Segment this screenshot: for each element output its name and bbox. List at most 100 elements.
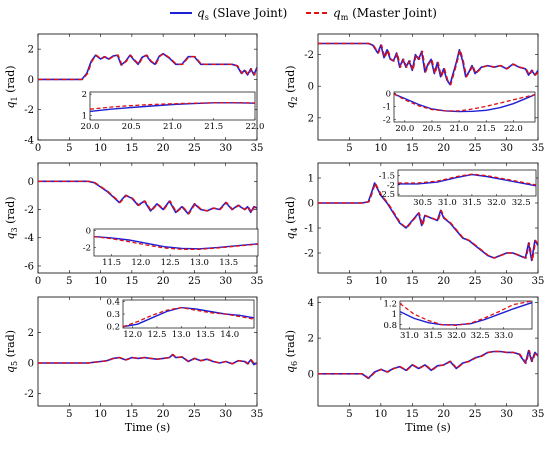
inset-y-tick-label: 0.3 xyxy=(106,310,120,320)
x-tick-label: 5 xyxy=(66,409,72,420)
inset-x-tick-label: 31.0 xyxy=(438,198,457,208)
x-tick-label: 35 xyxy=(251,409,264,420)
y-tick-label: -2 xyxy=(24,105,34,116)
inset-series-group xyxy=(90,101,255,113)
subplot-q1: 0 5 10 15 20 25 30 35 -4 -2 0 2 q1 (rad) 20.0 20.5 21.0… xyxy=(4,33,265,154)
x-axis-label: Time (s) xyxy=(405,421,451,434)
inset-q5: 12.0 12.5 13.0 13.5 14.0 0.4 0.3 0.2 xyxy=(106,297,255,340)
x-tick-label: 30 xyxy=(500,409,513,420)
y-tick-label: -2 xyxy=(304,50,314,61)
inset-line-master xyxy=(123,306,254,328)
inset-frame xyxy=(399,300,533,330)
x-tick-label: 15 xyxy=(125,276,138,287)
inset-x-tick-label: 13.0 xyxy=(172,330,191,340)
inset-y-tick-label: 0 xyxy=(386,89,391,99)
x-tick-label: 25 xyxy=(188,143,201,154)
series-group xyxy=(38,353,257,366)
x-tick-label: 15 xyxy=(125,409,138,420)
inset-y-tick-label: 0.4 xyxy=(106,297,120,307)
inset-x-tick-label: 21.0 xyxy=(450,124,469,134)
x-tick-label: 5 xyxy=(346,276,352,287)
x-tick-label: 35 xyxy=(532,409,545,420)
inset-series-group xyxy=(400,301,532,326)
inset-series-group xyxy=(398,173,536,187)
axes-frame xyxy=(37,33,258,141)
x-tick-label: 25 xyxy=(188,276,201,287)
legend-label-m: qm (Master Joint) xyxy=(333,6,437,22)
x-tick-label: 25 xyxy=(469,409,482,420)
x-tick-label: 30 xyxy=(500,276,513,287)
inset-x-tick-label: 31.0 xyxy=(400,331,419,341)
x-tick-label: 10 xyxy=(374,143,387,154)
x-tick-label: 25 xyxy=(469,143,482,154)
y-tick-label: -4 xyxy=(24,233,34,244)
x-tick-label: 15 xyxy=(406,409,419,420)
inset-x-tick-label: 12.0 xyxy=(131,258,150,268)
inset-y-tick-label: -2 xyxy=(387,181,395,191)
x-tick-label: 15 xyxy=(406,143,419,154)
y-axis-label: q4 (rad) xyxy=(284,196,299,239)
x-tick-label: 20 xyxy=(437,409,450,420)
y-tick-label: -2 xyxy=(24,389,34,400)
inset-frame xyxy=(393,91,536,123)
y-axis-label: q5 (rad) xyxy=(4,330,19,373)
axes-frame xyxy=(37,162,258,274)
x-tick-label: 20 xyxy=(437,276,450,287)
y-tick-label: 1 xyxy=(308,174,314,185)
y-tick-label: 4 xyxy=(308,298,314,309)
inset-line-slave xyxy=(400,301,532,326)
inset-x-tick-label: 22.0 xyxy=(246,122,265,132)
inset-x-tick-label: 32.5 xyxy=(471,331,490,341)
inset-q4: 30.5 31.0 31.5 32.0 32.5 -1.5-2-2.5 xyxy=(379,169,537,208)
inset-y-tick-label: -2 xyxy=(383,115,391,125)
x-tick-label: 15 xyxy=(125,143,138,154)
series-line-master xyxy=(38,53,257,81)
inset-x-tick-label: 21.5 xyxy=(477,124,496,134)
inset-x-tick-label: 32.0 xyxy=(487,198,506,208)
y-tick-label: -6 xyxy=(24,261,34,272)
inset-y-tick-label: 0.8 xyxy=(383,321,397,331)
series-group xyxy=(318,349,538,380)
inset-x-tick-label: 22.0 xyxy=(504,124,523,134)
x-tick-label: 10 xyxy=(94,409,107,420)
inset-line-master xyxy=(94,235,258,250)
subplot-q2: 5 10 15 20 25 30 35 -2 0 2 q2 (rad) 20.0 20.5 21.0 21.… xyxy=(284,33,544,154)
inset-x-tick-label: 12.5 xyxy=(161,258,180,268)
inset-y-tick-label: -2 xyxy=(83,244,91,254)
y-tick-label: -1 xyxy=(304,224,314,235)
x-tick-label: 30 xyxy=(219,276,232,287)
y-tick-label: 0 xyxy=(28,359,34,370)
y-tick-label: 2 xyxy=(28,328,34,339)
x-tick-label: 0 xyxy=(35,143,41,154)
series-group xyxy=(318,42,538,86)
inset-x-tick-label: 21.0 xyxy=(163,122,182,132)
y-tick-label: 2 xyxy=(308,334,314,345)
inset-q3: 11.5 12.0 12.5 13.0 13.5 0 -2 xyxy=(83,227,259,268)
series-line-master xyxy=(318,349,538,379)
inset-x-tick-label: 21.5 xyxy=(204,122,223,132)
x-tick-label: 10 xyxy=(374,409,387,420)
inset-x-tick-label: 12.5 xyxy=(147,330,166,340)
inset-x-tick-label: 30.5 xyxy=(413,198,432,208)
series-line-master xyxy=(38,353,257,366)
inset-q1: 20.0 20.5 21.0 21.5 22.0 1 2 xyxy=(81,90,265,132)
inset-x-tick-label: 13.5 xyxy=(219,258,238,268)
x-tick-label: 10 xyxy=(94,276,107,287)
inset-y-tick-label: 1 xyxy=(82,112,87,122)
inset-x-tick-label: 13.0 xyxy=(190,258,209,268)
subplot-q3: 0 5 10 15 20 25 30 35 -6 -4 -2 0 q3 (rad) 11.5 12.0 12.… xyxy=(4,162,263,287)
x-tick-label: 20 xyxy=(157,143,170,154)
inset-x-tick-label: 12.0 xyxy=(123,330,142,340)
inset-x-tick-label: 31.5 xyxy=(424,331,443,341)
x-tick-label: 15 xyxy=(406,276,419,287)
inset-x-tick-label: 31.5 xyxy=(462,198,481,208)
x-tick-label: 30 xyxy=(219,409,232,420)
x-tick-label: 35 xyxy=(532,276,545,287)
y-tick-label: 0 xyxy=(308,199,314,210)
inset-y-tick-label: -1.5 xyxy=(379,172,395,182)
series-line-master xyxy=(318,42,538,86)
inset-line-master xyxy=(394,93,535,112)
inset-x-tick-label: 20.0 xyxy=(395,124,414,134)
